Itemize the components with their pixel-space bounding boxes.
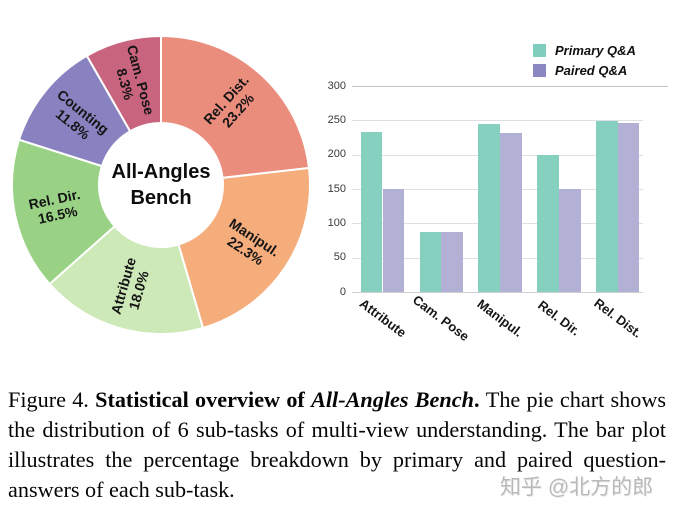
gridline-0 [352, 292, 643, 293]
bar-primary-rel-dist [595, 121, 618, 292]
bar-primary-attribute [360, 132, 383, 292]
bar-paired-manipul [500, 133, 522, 292]
legend-item-paired-q-a: Paired Q&A [533, 63, 636, 78]
y-axis-tick-label: 250 [327, 113, 346, 126]
bar-paired-rel-dist [617, 123, 640, 292]
figure-caption: Figure 4. Statistical overview of All-An… [8, 385, 666, 505]
caption-prefix: Figure 4. [8, 387, 96, 412]
caption-bold: Statistical overview of [95, 387, 312, 412]
pie-wedge-rel-dir [11, 138, 117, 286]
y-axis-tick-label: 0 [339, 285, 346, 298]
gridline-300 [352, 86, 668, 87]
legend-swatch [533, 64, 546, 77]
y-axis-tick-label: 300 [327, 79, 346, 92]
bar-primary-manipul [478, 123, 501, 292]
x-axis-tick-label: Rel. Dir. [535, 297, 583, 339]
bar-primary-cam-pose [419, 231, 442, 292]
pie-center-label: All-Angles Bench [111, 161, 211, 209]
y-axis-tick-label: 100 [327, 216, 346, 229]
legend-item-primary-q-a: Primary Q&A [533, 43, 636, 58]
y-axis-tick-label: 50 [333, 251, 346, 264]
pie-chart [11, 34, 311, 335]
y-axis-tick-label: 200 [327, 148, 346, 161]
legend: Primary Q&A Paired Q&A [533, 43, 636, 78]
caption-bold-italic: All-Angles Bench [311, 387, 474, 412]
x-axis-tick-label: Manipul. [474, 296, 526, 340]
x-axis-tick-label: Attribute [356, 295, 409, 341]
caption-rest: The pie chart shows the distribution of … [8, 387, 666, 502]
caption-bold-period: . [473, 387, 486, 412]
bar-paired-attribute [382, 189, 405, 292]
x-axis-tick-label: Cam. Pose [410, 292, 473, 344]
gridline-250 [352, 120, 643, 122]
pie-wedge-attribute [48, 224, 205, 335]
legend-label: Primary Q&A [555, 43, 636, 58]
bar-paired-rel-dir [558, 189, 581, 292]
legend-swatch [533, 44, 546, 57]
figure-panel: All-Angles Bench 0 50 100 150 200 250 300 Attrib… [11, 34, 668, 344]
legend-label: Paired Q&A [555, 63, 628, 78]
y-axis-tick-label: 150 [327, 182, 346, 195]
bar-primary-rel-dir [537, 154, 559, 292]
pie-wedge-rel-dist [160, 34, 311, 180]
bar-paired-cam-pose [441, 231, 464, 292]
pie-wedge-manipul [177, 166, 311, 330]
watermark: 知乎 @北方的郎 [500, 476, 654, 499]
x-axis-tick-label: Rel. Dist. [590, 295, 645, 341]
pie-wedge-cam-pose [85, 34, 162, 133]
